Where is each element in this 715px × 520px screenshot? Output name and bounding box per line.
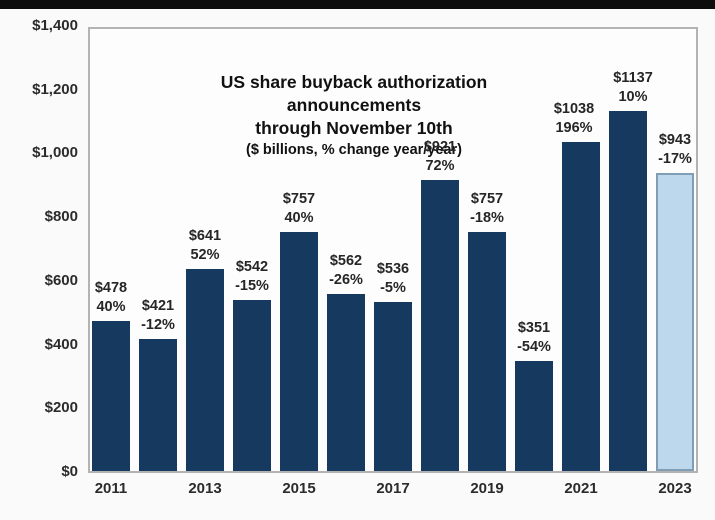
- x-tick-label-2013: 2013: [188, 480, 222, 497]
- bar-value-label: $421: [141, 298, 175, 314]
- bar-2014: [233, 300, 271, 471]
- y-tick-label-1200: $1,200: [32, 80, 78, 98]
- bar-2019: [468, 232, 506, 471]
- bar-pct-label: 10%: [618, 89, 648, 105]
- bar-label-2013: $641 52%: [168, 227, 242, 265]
- y-tick-label-0: $0: [61, 463, 78, 480]
- x-tick-label-2019: 2019: [470, 480, 504, 497]
- bar-value-label: $351: [517, 320, 551, 336]
- chart-title-line-2: announcements: [286, 95, 422, 115]
- bar-pct-label: 40%: [96, 299, 126, 315]
- bar-pct-label: 72%: [425, 158, 455, 174]
- bar-label-2015: $757 40%: [262, 190, 336, 228]
- bar-pct-label: 196%: [555, 120, 593, 136]
- bar-label-2012: $421 -12%: [121, 297, 195, 335]
- bar-label-2017: $536 -5%: [356, 260, 430, 298]
- y-tick-label-1000: $1,000: [32, 144, 78, 162]
- bar-pct-label: -54%: [517, 339, 551, 355]
- bar-label-2020: $351 -54%: [497, 319, 571, 357]
- bar-2020: [515, 361, 553, 471]
- bar-pct-label: -5%: [380, 280, 406, 296]
- bar-label-2018: $921 72%: [403, 138, 477, 176]
- bar-pct-label: 40%: [284, 210, 314, 226]
- bar-value-label: $757: [470, 191, 504, 207]
- x-tick-label-2023: 2023: [658, 480, 692, 497]
- y-tick-label-400: $400: [44, 335, 78, 353]
- y-tick-label-1400: $1,400: [32, 17, 78, 34]
- bar-label-2022: $1137 10%: [596, 69, 670, 107]
- x-tick-label-2015: 2015: [282, 480, 316, 497]
- bar-label-2014: $542 -15%: [215, 258, 289, 296]
- chart-title: US share buyback authorization announcem…: [186, 71, 522, 161]
- bar-2013: [186, 269, 224, 471]
- bar-pct-label: 52%: [190, 247, 220, 263]
- bar-value-label: $1137: [613, 70, 653, 86]
- bar-pct-label: -15%: [235, 278, 269, 294]
- bar-label-2019: $757 -18%: [450, 190, 524, 228]
- bar-2021: [562, 142, 600, 471]
- y-tick-label-600: $600: [44, 271, 78, 289]
- bar-value-label: $542: [235, 259, 269, 275]
- chart-title-line-3: through November 10th: [255, 118, 453, 138]
- bar-2016: [327, 294, 365, 471]
- chart-title-line-1: US share buyback authorization: [220, 72, 488, 92]
- x-tick-label-2011: 2011: [94, 480, 128, 497]
- chart-subtitle: ($ billions, % change year/year): [246, 142, 462, 158]
- bar-value-label: $757: [282, 191, 316, 207]
- bar-value-label: $641: [188, 228, 222, 244]
- bar-2015: [280, 232, 318, 471]
- bar-2023: [656, 173, 694, 471]
- bar-value-label: $562: [329, 253, 363, 269]
- bar-pct-label: -17%: [658, 151, 692, 167]
- bar-2018: [421, 180, 459, 471]
- bar-2012: [139, 339, 177, 471]
- bar-label-2016: $562 -26%: [309, 252, 383, 290]
- bar-value-label: $921: [423, 139, 457, 155]
- bar-value-label: $1038: [553, 101, 595, 117]
- bar-label-2011: $478 40%: [74, 279, 148, 317]
- bar-2017: [374, 302, 412, 471]
- bar-value-label: $478: [94, 280, 128, 296]
- bar-pct-label: -18%: [470, 210, 504, 226]
- bar-label-2023: $943 -17%: [638, 131, 712, 169]
- top-black-strip: [0, 0, 715, 9]
- bar-value-label: $943: [658, 132, 692, 148]
- bar-2011: [92, 321, 130, 471]
- bar-pct-label: -12%: [141, 317, 175, 333]
- bar-label-2021: $1038 196%: [537, 100, 611, 138]
- bar-2022: [609, 111, 647, 471]
- y-tick-label-800: $800: [44, 208, 78, 226]
- bar-value-label: $536: [376, 261, 410, 277]
- x-tick-label-2017: 2017: [376, 480, 410, 497]
- x-tick-label-2021: 2021: [564, 480, 598, 497]
- bar-pct-label: -26%: [329, 272, 363, 288]
- y-tick-label-200: $200: [44, 399, 78, 417]
